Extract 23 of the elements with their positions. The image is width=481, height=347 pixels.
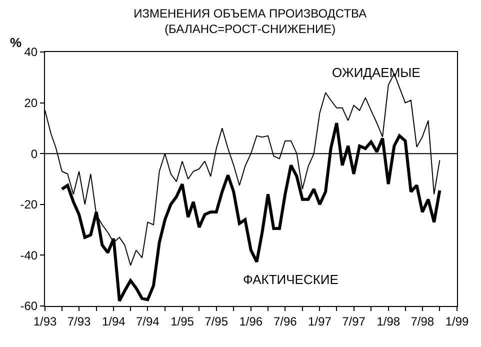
x-tick-label: 1/94: [102, 314, 126, 328]
x-tick-label: 1/95: [170, 314, 194, 328]
x-tick-label: 7/94: [136, 314, 160, 328]
y-tick-label: 0: [30, 146, 38, 161]
y-tick-label: -20: [20, 198, 38, 212]
x-tick-label: 1/93: [33, 314, 57, 328]
x-tick-label: 1/96: [239, 314, 263, 328]
series-label: ОЖИДАЕМЫЕ: [332, 65, 421, 80]
y-tick-label: 40: [24, 45, 38, 60]
x-tick-label: 7/93: [67, 314, 92, 328]
y-axis-title: %: [10, 35, 22, 50]
x-tick-label: 1/99: [445, 314, 469, 328]
x-tick-label: 7/95: [204, 314, 228, 328]
chart-title: ИЗМЕНЕНИЯ ОБЪЕМА ПРОИЗВОДСТВА (БАЛАНС=РОСТ-СНИЖЕНИЕ): [134, 6, 367, 36]
x-tick-label: 1/98: [376, 314, 400, 328]
x-tick-label: 7/96: [273, 314, 298, 328]
series-label: ФАКТИЧЕСКИЕ: [243, 272, 339, 287]
y-tick-label: 20: [24, 96, 38, 110]
x-tick-label: 7/97: [342, 314, 366, 328]
x-tick-label: 1/97: [308, 314, 332, 328]
y-tick-label: -40: [20, 248, 38, 262]
y-tick-label: -60: [20, 299, 38, 314]
x-tick-label: 7/98: [410, 314, 434, 328]
